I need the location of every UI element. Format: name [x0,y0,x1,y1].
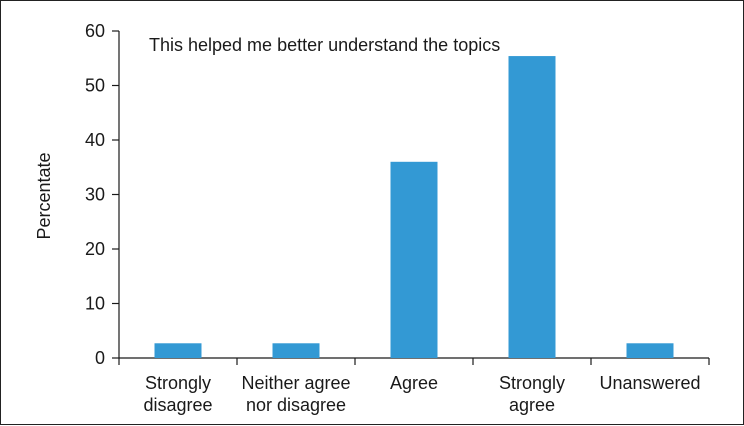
x-category-label: Strongly disagree [143,373,212,415]
x-category-label-line: Strongly [145,373,211,393]
chart-title: This helped me better understand the top… [149,35,500,55]
x-category-label-line: agree [509,395,555,415]
x-category-label: Neither agree nor disagree [241,373,350,415]
x-category-label-line: nor disagree [246,395,346,415]
bar [626,343,674,358]
y-tick-label: 50 [85,76,105,96]
x-category-label-line: Agree [390,373,438,393]
y-tick-label: 60 [85,21,105,41]
bar [272,343,320,358]
x-category-label-line: Unanswered [599,373,700,393]
x-category-label: Strongly agree [499,373,565,415]
x-category-label-line: Strongly [499,373,565,393]
x-category-label-line: Neither agree [241,373,350,393]
bars-group [154,56,674,358]
x-category-label-line: disagree [143,395,212,415]
y-tick-label: 20 [85,239,105,259]
bar [508,56,556,358]
y-tick-label: 0 [95,348,105,368]
x-axis [118,357,710,365]
y-axis-title: Percentate [34,152,54,239]
bar [390,161,438,358]
y-tick-label: 10 [85,294,105,314]
y-axis: 0 10 20 30 40 50 60 [85,21,120,368]
x-category-label: Unanswered [599,373,700,393]
y-tick-label: 40 [85,130,105,150]
y-tick-label: 30 [85,185,105,205]
x-category-label: Agree [390,373,438,393]
bar [154,343,202,358]
